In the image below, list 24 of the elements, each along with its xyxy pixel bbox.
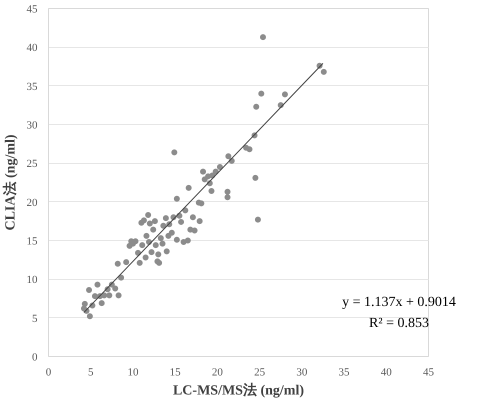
y-tick-label: 30 [26,120,38,132]
y-tick-label: 20 [26,196,38,209]
annotation: y = 1.137x + 0.9014 [342,294,456,312]
x-tick-label: 40 [380,366,392,378]
x-tick-label: 0 [46,366,52,378]
y-axis-title: CLIA法 (ng/ml) [2,134,18,231]
y-tick-label: 35 [26,80,38,93]
annotation: R² = 0.853 [369,315,429,333]
y-tick-label: 10 [26,274,38,286]
y-tick-label: 15 [26,236,38,248]
y-tick-label: 5 [32,312,38,325]
x-tick-label: 20 [212,366,224,378]
x-tick-label: 45 [423,366,434,378]
x-axis-title: LC-MS/MS法 (ng/ml) [172,382,304,398]
x-tick-label: 10 [127,366,139,378]
y-tick-label: 25 [26,158,38,170]
x-tick-label: 5 [88,366,94,378]
y-tick-label: 0 [32,352,38,364]
x-tick-label: 30 [296,366,308,378]
y-tick-label: 40 [26,42,38,54]
y-tick-label: 45 [26,4,38,16]
x-tick-label: 25 [254,366,266,378]
x-tick-label: 35 [338,366,350,378]
x-tick-label: 15 [170,366,182,378]
